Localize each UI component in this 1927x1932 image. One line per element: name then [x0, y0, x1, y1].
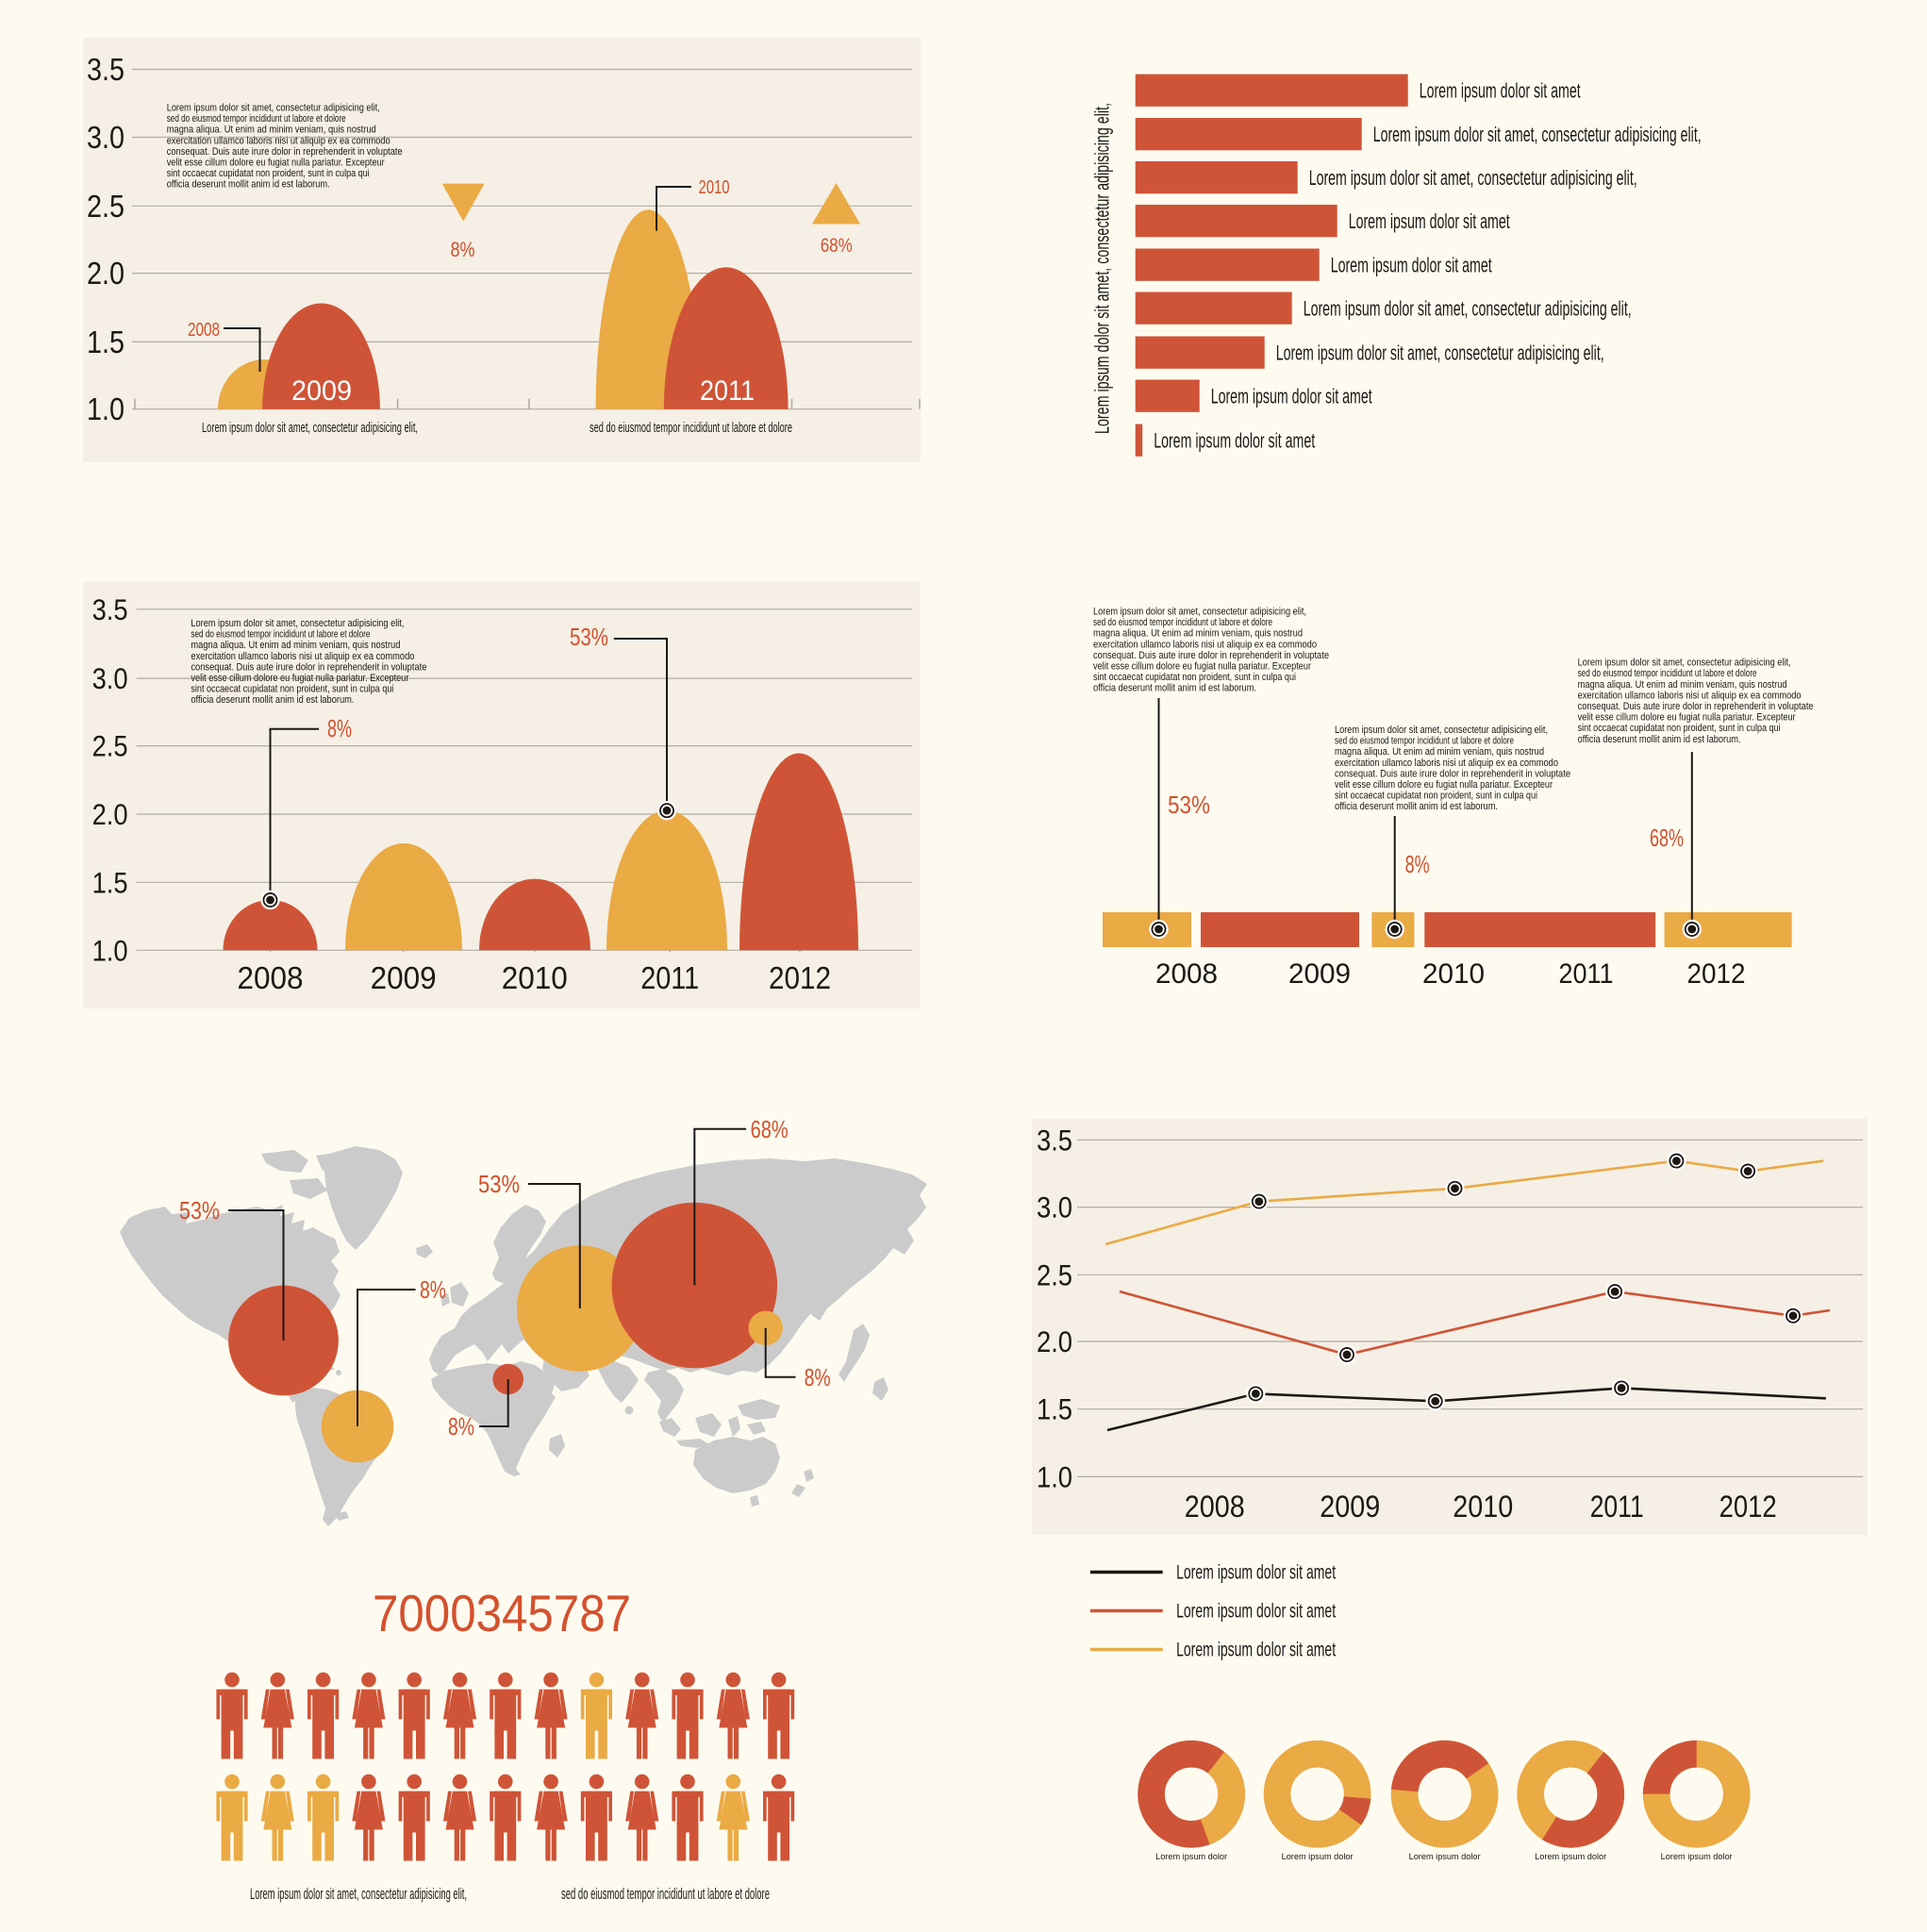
svg-text:3.5: 3.5 — [92, 592, 128, 626]
svg-text:2008: 2008 — [1185, 1490, 1245, 1524]
svg-text:Lorem ipsum dolor: Lorem ipsum dolor — [1282, 1852, 1354, 1861]
svg-text:2009: 2009 — [1320, 1490, 1380, 1524]
svg-text:sed do eiusmod tempor incididu: sed do eiusmod tempor incididunt ut labo… — [561, 1885, 770, 1903]
svg-text:Lorem ipsum dolor sit amet: Lorem ipsum dolor sit amet — [1176, 1601, 1336, 1623]
svg-text:8%: 8% — [327, 714, 352, 742]
svg-text:2008: 2008 — [188, 320, 220, 341]
svg-text:Lorem ipsum dolor sit amet, co: Lorem ipsum dolor sit amet, consectetur … — [202, 421, 418, 436]
svg-text:2010: 2010 — [502, 960, 568, 995]
svg-text:2.0: 2.0 — [87, 256, 125, 291]
svg-text:2011: 2011 — [1590, 1490, 1644, 1524]
svg-text:2009: 2009 — [1288, 958, 1351, 990]
svg-text:2.0: 2.0 — [1037, 1324, 1072, 1358]
svg-text:2008: 2008 — [1155, 958, 1218, 990]
svg-text:2012: 2012 — [769, 960, 831, 995]
svg-text:3.0: 3.0 — [87, 120, 125, 155]
svg-text:8%: 8% — [448, 1412, 474, 1441]
svg-text:68%: 68% — [1650, 824, 1684, 852]
svg-text:1.5: 1.5 — [92, 865, 128, 899]
svg-text:Lorem ipsum dolor: Lorem ipsum dolor — [1535, 1852, 1606, 1861]
svg-text:Lorem ipsum dolor sit amet: Lorem ipsum dolor sit amet — [1331, 254, 1492, 277]
svg-text:2.5: 2.5 — [1037, 1257, 1072, 1291]
svg-text:3.5: 3.5 — [1037, 1123, 1072, 1157]
svg-text:53%: 53% — [570, 623, 608, 651]
svg-text:Lorem ipsum dolor sit amet, co: Lorem ipsum dolor sit amet, consectetur … — [1373, 123, 1702, 146]
svg-text:Lorem ipsum dolor: Lorem ipsum dolor — [1409, 1852, 1481, 1861]
svg-text:53%: 53% — [179, 1196, 220, 1224]
svg-text:2012: 2012 — [1719, 1490, 1777, 1524]
svg-text:Lorem ipsum dolor sit amet, co: Lorem ipsum dolor sit amet, consectetur … — [250, 1885, 467, 1903]
svg-text:2.0: 2.0 — [92, 797, 128, 831]
svg-text:2009: 2009 — [371, 960, 437, 995]
svg-text:Lorem ipsum dolor sit amet, co: Lorem ipsum dolor sit amet, consectetur … — [1309, 166, 1637, 190]
svg-text:1.0: 1.0 — [1037, 1459, 1072, 1493]
svg-text:1.0: 1.0 — [92, 933, 128, 967]
svg-text:Lorem ipsum dolor sit amet: Lorem ipsum dolor sit amet — [1154, 429, 1315, 453]
svg-text:Lorem ipsum dolor: Lorem ipsum dolor — [1155, 1852, 1227, 1861]
svg-text:1.0: 1.0 — [87, 391, 125, 426]
svg-text:sed do eiusmod tempor incididu: sed do eiusmod tempor incididunt ut labo… — [590, 421, 792, 436]
svg-text:3.0: 3.0 — [92, 661, 128, 695]
svg-text:Lorem ipsum dolor sit amet: Lorem ipsum dolor sit amet — [1349, 209, 1510, 233]
svg-text:2010: 2010 — [699, 177, 730, 198]
svg-text:Lorem ipsum dolor sit amet: Lorem ipsum dolor sit amet — [1420, 79, 1581, 103]
svg-text:8%: 8% — [451, 238, 475, 261]
svg-text:1.5: 1.5 — [1037, 1392, 1072, 1426]
svg-text:Lorem ipsum dolor sit amet: Lorem ipsum dolor sit amet — [1211, 385, 1372, 408]
svg-text:Lorem ipsum dolor sit amet, co: Lorem ipsum dolor sit amet, consectetur … — [1092, 103, 1114, 434]
svg-text:2010: 2010 — [1453, 1490, 1513, 1524]
svg-text:Lorem ipsum dolor sit amet: Lorem ipsum dolor sit amet — [1176, 1640, 1336, 1661]
svg-text:Lorem ipsum dolor: Lorem ipsum dolor — [1661, 1852, 1733, 1861]
svg-text:2.5: 2.5 — [92, 729, 128, 763]
svg-text:7000345787: 7000345787 — [373, 1584, 631, 1642]
svg-text:Lorem ipsum dolor sit amet, co: Lorem ipsum dolor sit amet, consectetur … — [1276, 341, 1604, 365]
svg-text:8%: 8% — [420, 1275, 446, 1304]
svg-text:2008: 2008 — [238, 960, 304, 995]
svg-text:2011: 2011 — [700, 375, 755, 407]
svg-text:1.5: 1.5 — [87, 325, 125, 359]
svg-text:2012: 2012 — [1687, 958, 1746, 990]
svg-text:8%: 8% — [805, 1363, 831, 1391]
svg-text:53%: 53% — [1168, 791, 1210, 819]
svg-text:Lorem ipsum dolor sit amet: Lorem ipsum dolor sit amet — [1176, 1562, 1336, 1584]
svg-text:2009: 2009 — [291, 375, 352, 407]
svg-text:3.0: 3.0 — [1037, 1191, 1072, 1224]
svg-text:2011: 2011 — [1559, 958, 1614, 990]
svg-text:68%: 68% — [751, 1115, 789, 1143]
svg-text:2010: 2010 — [1422, 958, 1485, 990]
svg-text:68%: 68% — [821, 235, 853, 257]
svg-text:3.5: 3.5 — [87, 52, 125, 87]
svg-text:53%: 53% — [478, 1170, 520, 1198]
svg-text:8%: 8% — [1405, 850, 1430, 878]
svg-text:Lorem ipsum dolor sit amet, co: Lorem ipsum dolor sit amet, consectetur … — [1304, 297, 1632, 321]
svg-text:2.5: 2.5 — [87, 189, 125, 224]
svg-text:2011: 2011 — [640, 960, 699, 995]
